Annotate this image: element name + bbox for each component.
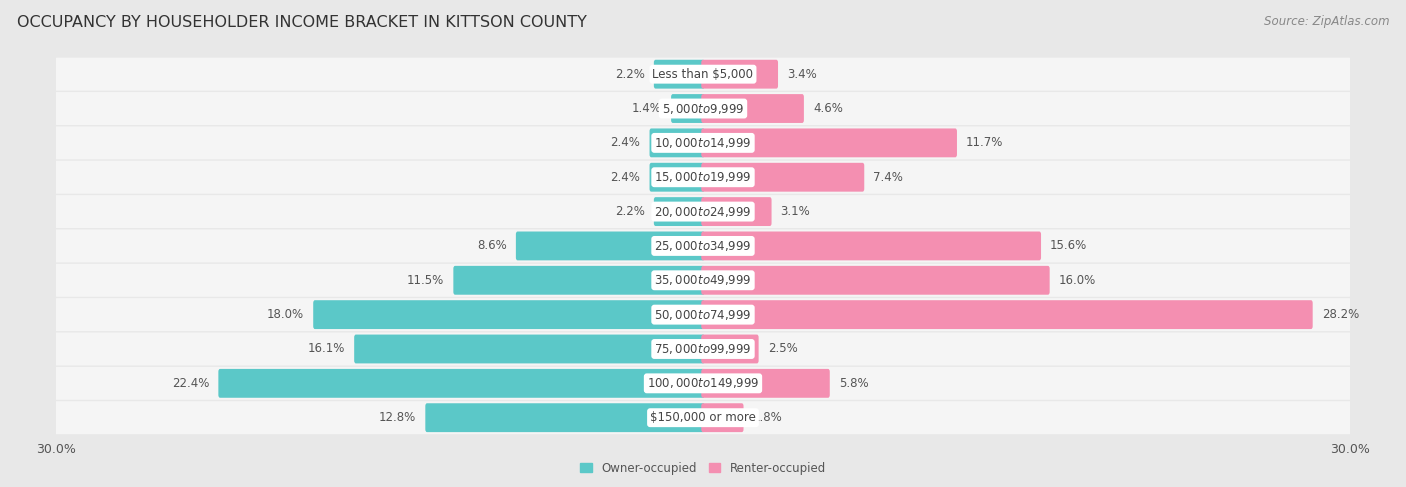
Text: $100,000 to $149,999: $100,000 to $149,999 [647,376,759,391]
FancyBboxPatch shape [56,367,1350,400]
Text: 2.5%: 2.5% [768,342,797,356]
Text: 2.2%: 2.2% [614,205,645,218]
Text: 8.6%: 8.6% [477,240,506,252]
Text: 3.4%: 3.4% [787,68,817,81]
FancyBboxPatch shape [56,57,1350,91]
Text: 15.6%: 15.6% [1050,240,1087,252]
Text: 11.5%: 11.5% [408,274,444,287]
Text: 2.2%: 2.2% [614,68,645,81]
FancyBboxPatch shape [702,94,804,123]
Text: $15,000 to $19,999: $15,000 to $19,999 [654,170,752,184]
FancyBboxPatch shape [702,163,865,192]
Text: 12.8%: 12.8% [380,411,416,424]
Text: Less than $5,000: Less than $5,000 [652,68,754,81]
FancyBboxPatch shape [671,94,704,123]
FancyBboxPatch shape [56,127,1350,159]
FancyBboxPatch shape [650,163,704,192]
FancyBboxPatch shape [650,129,704,157]
FancyBboxPatch shape [654,197,704,226]
Text: 5.8%: 5.8% [839,377,869,390]
FancyBboxPatch shape [702,300,1313,329]
FancyBboxPatch shape [702,197,772,226]
FancyBboxPatch shape [702,129,957,157]
FancyBboxPatch shape [702,60,778,89]
Text: 16.1%: 16.1% [308,342,344,356]
Text: 2.4%: 2.4% [610,136,641,150]
Text: 16.0%: 16.0% [1059,274,1095,287]
Text: Source: ZipAtlas.com: Source: ZipAtlas.com [1264,15,1389,28]
FancyBboxPatch shape [56,229,1350,262]
Text: $75,000 to $99,999: $75,000 to $99,999 [654,342,752,356]
Text: 11.7%: 11.7% [966,136,1004,150]
FancyBboxPatch shape [56,92,1350,125]
Text: 1.4%: 1.4% [633,102,662,115]
Text: $150,000 or more: $150,000 or more [650,411,756,424]
FancyBboxPatch shape [426,403,704,432]
FancyBboxPatch shape [218,369,704,398]
Text: $25,000 to $34,999: $25,000 to $34,999 [654,239,752,253]
Text: OCCUPANCY BY HOUSEHOLDER INCOME BRACKET IN KITTSON COUNTY: OCCUPANCY BY HOUSEHOLDER INCOME BRACKET … [17,15,586,30]
Text: $20,000 to $24,999: $20,000 to $24,999 [654,205,752,219]
FancyBboxPatch shape [702,369,830,398]
Text: 28.2%: 28.2% [1322,308,1360,321]
Text: 18.0%: 18.0% [267,308,304,321]
FancyBboxPatch shape [516,231,704,261]
FancyBboxPatch shape [654,60,704,89]
FancyBboxPatch shape [314,300,704,329]
Text: $50,000 to $74,999: $50,000 to $74,999 [654,308,752,321]
Text: $35,000 to $49,999: $35,000 to $49,999 [654,273,752,287]
FancyBboxPatch shape [56,333,1350,365]
FancyBboxPatch shape [702,266,1050,295]
FancyBboxPatch shape [56,161,1350,194]
FancyBboxPatch shape [702,231,1040,261]
Text: 3.1%: 3.1% [780,205,810,218]
Text: 1.8%: 1.8% [752,411,782,424]
Legend: Owner-occupied, Renter-occupied: Owner-occupied, Renter-occupied [576,458,830,479]
Text: 22.4%: 22.4% [172,377,209,390]
FancyBboxPatch shape [56,264,1350,297]
FancyBboxPatch shape [56,298,1350,331]
Text: 7.4%: 7.4% [873,171,903,184]
Text: 4.6%: 4.6% [813,102,842,115]
FancyBboxPatch shape [56,195,1350,228]
FancyBboxPatch shape [702,335,759,363]
FancyBboxPatch shape [453,266,704,295]
FancyBboxPatch shape [56,401,1350,434]
FancyBboxPatch shape [702,403,744,432]
Text: 2.4%: 2.4% [610,171,641,184]
Text: $5,000 to $9,999: $5,000 to $9,999 [662,101,744,115]
Text: $10,000 to $14,999: $10,000 to $14,999 [654,136,752,150]
FancyBboxPatch shape [354,335,704,363]
